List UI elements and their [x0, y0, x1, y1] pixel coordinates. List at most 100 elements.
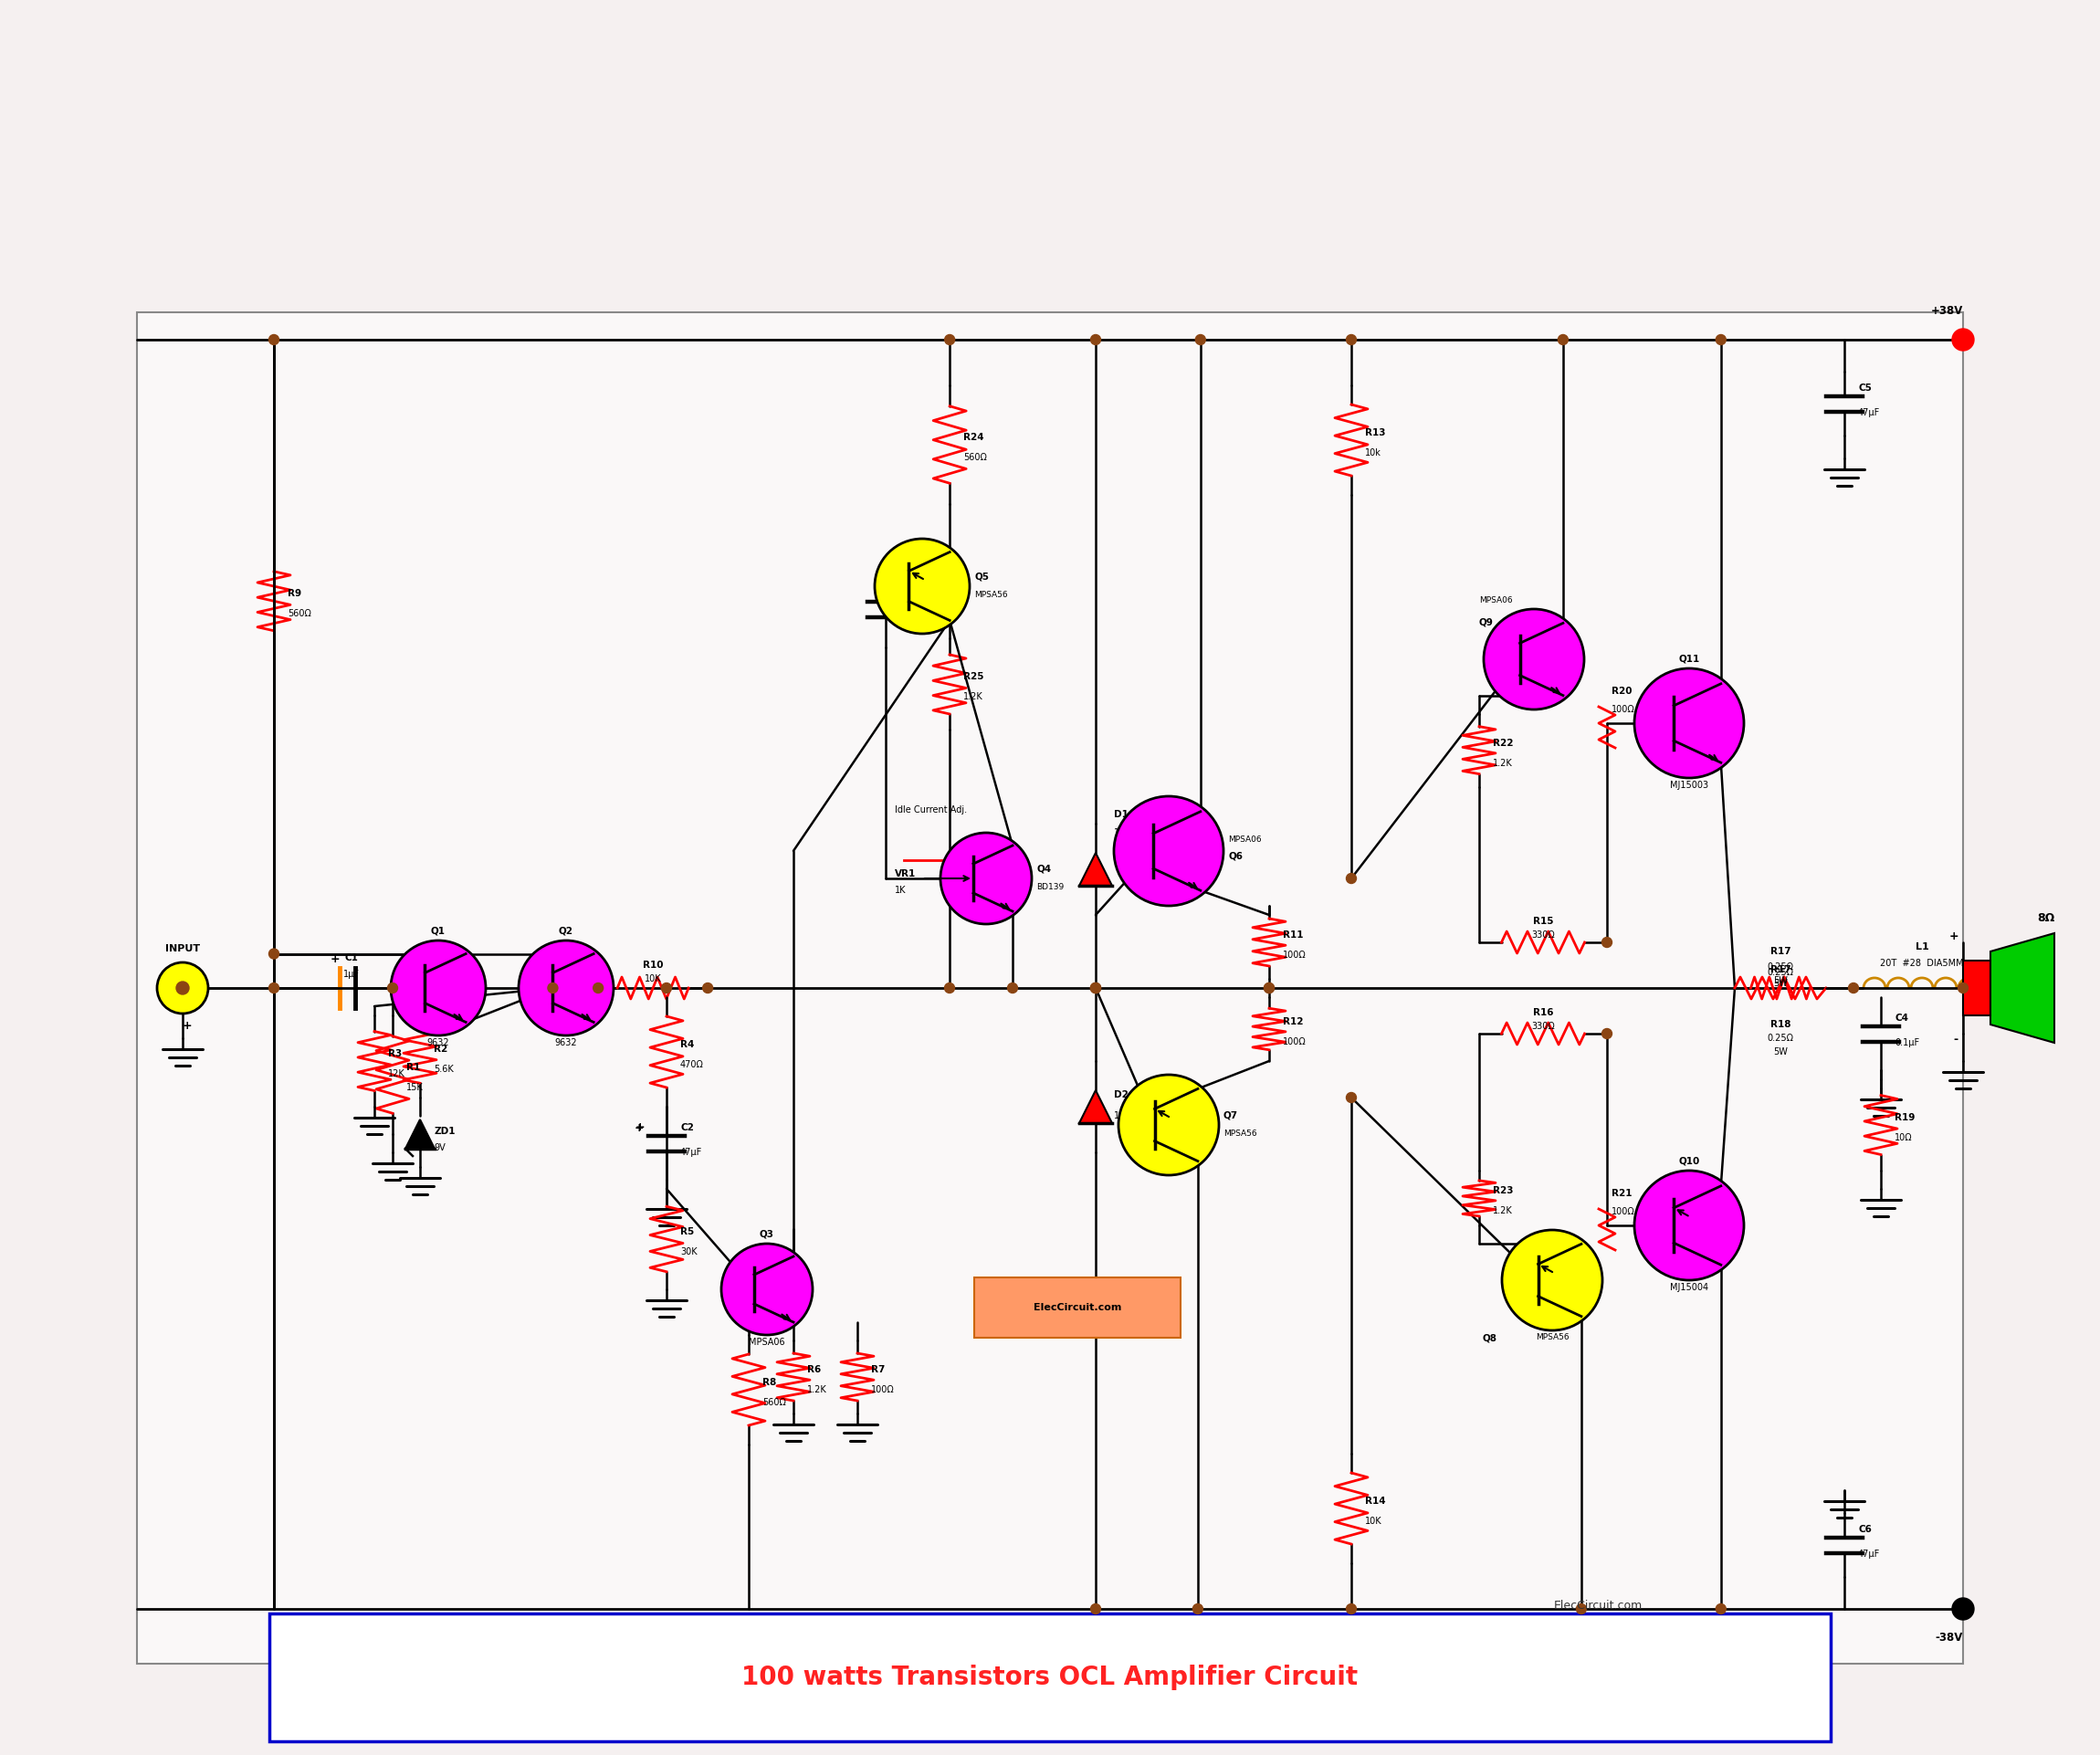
Text: 1K: 1K	[895, 886, 907, 895]
Circle shape	[1090, 983, 1100, 993]
Text: 100Ω: 100Ω	[1283, 1037, 1306, 1046]
Circle shape	[1090, 983, 1100, 993]
Text: ElecCircuit.com: ElecCircuit.com	[1554, 1601, 1642, 1611]
Text: C5: C5	[1858, 384, 1871, 393]
Text: 47μF: 47μF	[680, 1148, 701, 1157]
Circle shape	[720, 1244, 813, 1336]
Circle shape	[662, 983, 672, 993]
Circle shape	[269, 949, 279, 958]
Circle shape	[1346, 874, 1357, 883]
Text: MPSA06: MPSA06	[750, 1337, 785, 1346]
Text: +: +	[1949, 930, 1959, 942]
Text: +: +	[634, 1121, 645, 1134]
Text: MPSA56: MPSA56	[1224, 1130, 1258, 1139]
Text: +: +	[634, 1121, 645, 1132]
Circle shape	[1119, 1074, 1218, 1176]
Text: R9: R9	[288, 590, 302, 598]
Text: INPUT: INPUT	[166, 944, 200, 953]
Text: 330Ω: 330Ω	[1531, 1021, 1554, 1030]
Text: Q1: Q1	[430, 927, 445, 935]
Circle shape	[1090, 983, 1100, 993]
Text: 47μF: 47μF	[1858, 409, 1880, 418]
Text: 20T  #28  DIA5MM: 20T #28 DIA5MM	[1880, 958, 1963, 969]
Text: Idle Current Adj.: Idle Current Adj.	[895, 806, 966, 814]
Text: 100Ω: 100Ω	[1283, 951, 1306, 960]
Text: Q5: Q5	[974, 572, 989, 581]
Text: 0.25Ω: 0.25Ω	[1768, 1034, 1793, 1042]
Circle shape	[1848, 983, 1858, 993]
Text: 1N4148: 1N4148	[1113, 1111, 1149, 1120]
Text: MPSA56: MPSA56	[974, 591, 1008, 600]
Circle shape	[388, 983, 397, 993]
Text: +: +	[330, 953, 340, 965]
Text: Q7: Q7	[1224, 1111, 1239, 1120]
Text: 100Ω: 100Ω	[1611, 1207, 1636, 1216]
Text: R15: R15	[1533, 916, 1554, 927]
Text: 100Ω: 100Ω	[872, 1385, 895, 1393]
Circle shape	[176, 981, 189, 995]
Text: C3: C3	[899, 605, 914, 614]
Text: Q10: Q10	[1678, 1157, 1699, 1165]
Circle shape	[1346, 1604, 1357, 1615]
Text: R18: R18	[1770, 1020, 1791, 1028]
Text: 47μF: 47μF	[1858, 1550, 1880, 1558]
Text: VR1: VR1	[895, 869, 916, 879]
Text: Q8: Q8	[1483, 1334, 1497, 1343]
Text: 9632: 9632	[554, 1039, 578, 1048]
Circle shape	[941, 834, 1031, 925]
Polygon shape	[1963, 960, 1991, 1016]
Text: Q9: Q9	[1478, 618, 1493, 627]
Circle shape	[1634, 669, 1743, 777]
Circle shape	[1602, 937, 1613, 948]
Circle shape	[1953, 328, 1974, 351]
Circle shape	[1634, 1171, 1743, 1279]
Text: 10Ω: 10Ω	[1894, 1134, 1913, 1143]
Text: R11: R11	[1283, 930, 1304, 939]
Text: 9632: 9632	[426, 1039, 449, 1048]
Text: Q11: Q11	[1678, 655, 1699, 663]
Text: +: +	[183, 1020, 193, 1032]
Text: 0.1μF: 0.1μF	[1894, 1039, 1919, 1048]
Text: R1: R1	[405, 1064, 420, 1072]
Text: 1N4148: 1N4148	[1113, 828, 1149, 837]
Circle shape	[1346, 335, 1357, 344]
Circle shape	[876, 539, 970, 634]
Text: R16: R16	[1533, 1007, 1554, 1018]
Text: 100Ω: 100Ω	[1611, 706, 1636, 714]
Polygon shape	[1991, 934, 2054, 1042]
Text: 10K: 10K	[1365, 1516, 1382, 1525]
Text: D1: D1	[1113, 809, 1128, 820]
Text: 5W: 5W	[1772, 976, 1787, 985]
Text: R14: R14	[1365, 1497, 1386, 1506]
Text: 9V: 9V	[435, 1143, 445, 1153]
Polygon shape	[405, 1120, 435, 1150]
Text: MJ15004: MJ15004	[1670, 1283, 1709, 1292]
Text: R13: R13	[1365, 428, 1386, 437]
Text: 8Ω: 8Ω	[2037, 913, 2054, 925]
Text: 560Ω: 560Ω	[964, 453, 987, 462]
Circle shape	[1193, 1604, 1203, 1615]
Circle shape	[945, 335, 956, 344]
Text: R8: R8	[762, 1378, 777, 1386]
Text: R20: R20	[1611, 686, 1632, 695]
FancyBboxPatch shape	[136, 312, 1963, 1664]
Text: 1.2K: 1.2K	[1493, 758, 1512, 767]
Text: 0.25Ω
5W: 0.25Ω 5W	[1768, 969, 1793, 988]
Circle shape	[1716, 335, 1726, 344]
Text: R2: R2	[435, 1044, 447, 1053]
Text: Q2: Q2	[559, 927, 573, 935]
Text: MPSA56: MPSA56	[1535, 1334, 1569, 1341]
Text: R19: R19	[1894, 1113, 1915, 1121]
Text: 5W: 5W	[1772, 1048, 1787, 1057]
Text: R4: R4	[680, 1041, 695, 1049]
FancyBboxPatch shape	[269, 1613, 1831, 1741]
Circle shape	[1264, 983, 1275, 993]
Circle shape	[269, 983, 279, 993]
Text: 100 watts Transistors OCL Amplifier Circuit: 100 watts Transistors OCL Amplifier Circ…	[741, 1664, 1359, 1690]
Text: 10K: 10K	[645, 974, 662, 983]
Circle shape	[269, 335, 279, 344]
Text: C2: C2	[680, 1123, 693, 1132]
Text: R17: R17	[1770, 948, 1791, 956]
Text: R25: R25	[964, 672, 983, 681]
Text: R22: R22	[1493, 739, 1514, 748]
